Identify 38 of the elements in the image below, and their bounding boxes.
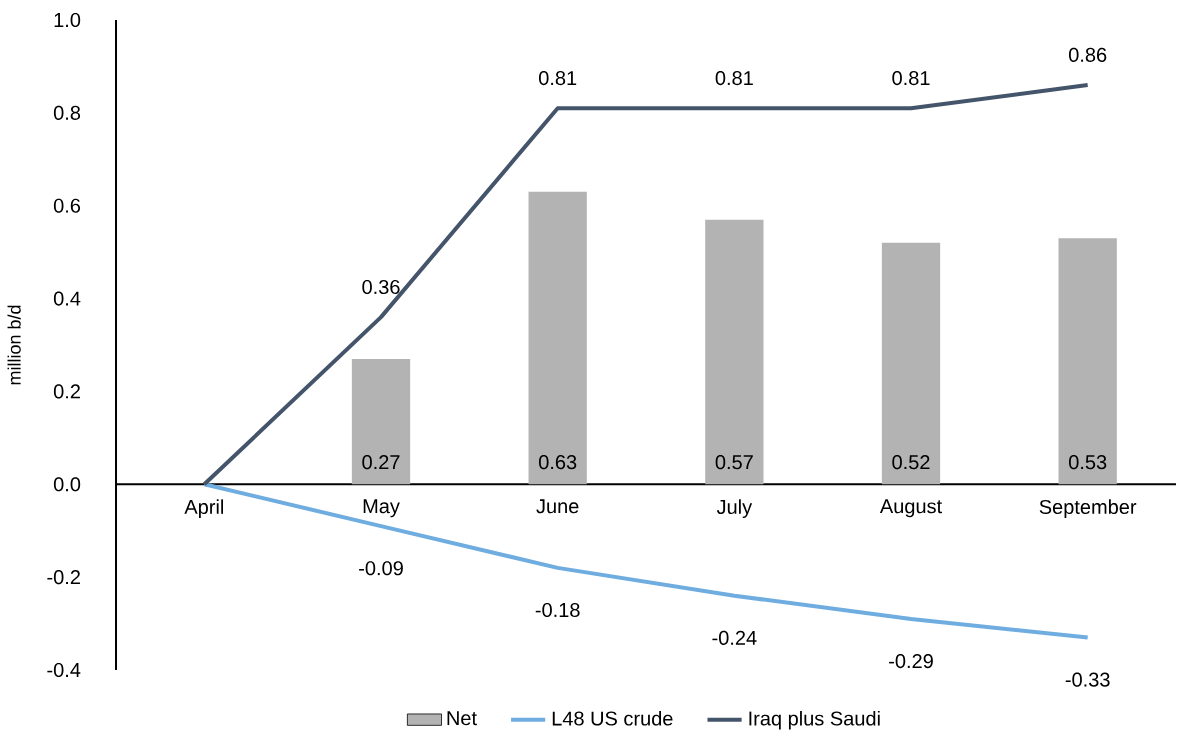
y-tick-label: 1.0 xyxy=(54,12,81,28)
y-tick-label: 0.4 xyxy=(53,291,81,306)
y-tick-label: 0.6 xyxy=(53,198,81,213)
x-tick-label: May xyxy=(363,499,400,518)
data-label: -0.09 xyxy=(359,561,403,576)
legend-label: L48 US crude xyxy=(552,710,673,726)
data-label: 0.36 xyxy=(362,279,400,295)
x-tick-label: September xyxy=(1039,499,1137,518)
data-label: -0.33 xyxy=(1065,672,1110,687)
x-tick-label: June xyxy=(536,499,579,514)
y-axis-title: million b/d xyxy=(7,305,21,385)
data-label: -0.24 xyxy=(712,630,757,645)
data-label: 0.57 xyxy=(715,455,753,470)
legend-label: Net xyxy=(447,711,477,726)
y-tick-label: -0.4 xyxy=(47,662,81,678)
y-tick-label: 0.8 xyxy=(53,105,81,120)
x-tick-label: April xyxy=(184,499,223,518)
data-label: 0.52 xyxy=(892,455,930,470)
data-label: 0.81 xyxy=(539,71,577,86)
data-label: 0.81 xyxy=(715,71,753,86)
data-label: -0.29 xyxy=(889,654,933,669)
y-tick-label: 0.2 xyxy=(53,384,80,399)
data-label: 0.27 xyxy=(362,455,400,470)
x-tick-label: August xyxy=(879,499,942,518)
data-label: -0.18 xyxy=(535,602,580,618)
y-tick-label: 0.0 xyxy=(53,477,81,492)
data-label: 0.86 xyxy=(1069,47,1107,62)
bar xyxy=(705,219,764,485)
legend-label: Iraq plus Saudi xyxy=(749,710,880,730)
y-tick-label: -0.2 xyxy=(47,570,80,585)
bar xyxy=(351,358,411,485)
x-tick-label: July xyxy=(716,499,753,518)
bar xyxy=(528,191,587,485)
data-label: 0.53 xyxy=(1069,455,1107,470)
data-label: 0.63 xyxy=(539,455,577,470)
bar xyxy=(1058,238,1117,485)
data-label: 0.81 xyxy=(892,71,930,86)
bar xyxy=(881,242,941,485)
